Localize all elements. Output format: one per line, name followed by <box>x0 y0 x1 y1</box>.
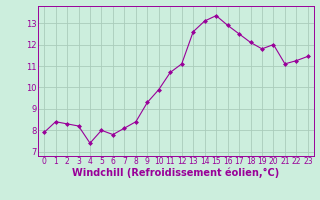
X-axis label: Windchill (Refroidissement éolien,°C): Windchill (Refroidissement éolien,°C) <box>72 168 280 178</box>
